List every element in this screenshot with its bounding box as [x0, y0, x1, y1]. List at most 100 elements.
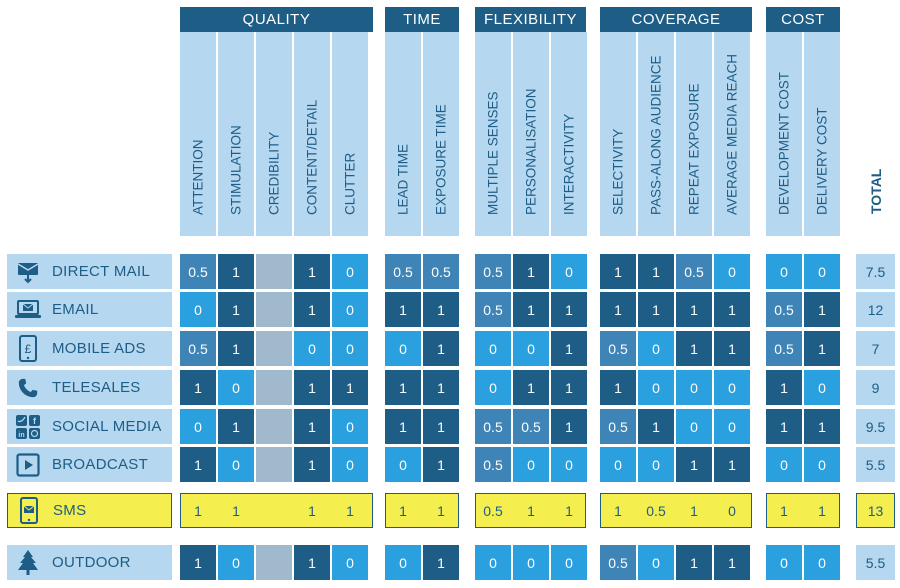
- table-cell: 0.5: [766, 292, 802, 327]
- column-header: DEVELOPMENT COST: [766, 32, 802, 236]
- table-cell: 1: [294, 409, 330, 444]
- table-cell: 1: [180, 545, 216, 580]
- row-label: BROADCAST: [7, 447, 172, 482]
- row-label-text: SOCIAL MEDIA: [52, 418, 162, 435]
- table-cell: 1: [766, 370, 802, 405]
- table-cell: 1: [294, 370, 330, 405]
- table-cell: [256, 409, 292, 444]
- table-cell: 0.5: [475, 292, 511, 327]
- table-cell: 0: [638, 545, 674, 580]
- row-label: DIRECT MAIL: [7, 254, 172, 289]
- column-header: STIMULATION: [218, 32, 254, 236]
- column-header-label: MULTIPLE SENSES: [485, 91, 501, 215]
- row-total: 5.5: [856, 545, 895, 580]
- table-cell: 0: [218, 545, 254, 580]
- column-header-label: AVERAGE MEDIA REACH: [724, 53, 740, 215]
- table-cell: 1: [346, 502, 354, 519]
- table-cell: 1: [676, 331, 712, 366]
- column-header-label: ATTENTION: [190, 139, 206, 216]
- row-label: TELESALES: [7, 370, 172, 405]
- table-cell: 1: [551, 292, 587, 327]
- table-cell: 1: [308, 502, 316, 519]
- row-total: 12: [856, 292, 895, 327]
- table-cell: 1: [423, 292, 459, 327]
- table-cell: 1: [527, 502, 535, 519]
- table-cell: 1: [600, 370, 636, 405]
- group-header-1: TIME: [385, 7, 459, 32]
- table-cell: 1: [676, 447, 712, 482]
- column-header: CREDIBILITY: [256, 32, 292, 236]
- table-cell: 1: [804, 292, 840, 327]
- phone-pound-icon: £: [14, 335, 41, 362]
- table-cell: 0.5: [180, 331, 216, 366]
- table-cell: 0: [676, 409, 712, 444]
- svg-text:in: in: [18, 432, 24, 439]
- column-header-label: CREDIBILITY: [266, 131, 282, 215]
- table-cell: [256, 370, 292, 405]
- table-cell: [256, 493, 292, 528]
- table-cell: 0: [804, 447, 840, 482]
- table-cell: [256, 545, 292, 580]
- table-cell: 0.5: [475, 254, 511, 289]
- row-label: EMAIL: [7, 292, 172, 327]
- table-cell: 0: [551, 545, 587, 580]
- table-cell: 1: [818, 502, 826, 519]
- table-cell: 0: [551, 254, 587, 289]
- table-cell: 0.5: [600, 331, 636, 366]
- table-cell: 1: [638, 409, 674, 444]
- table-cell: 0.5: [475, 409, 511, 444]
- table-cell: 0: [714, 254, 750, 289]
- table-cell: 1: [638, 254, 674, 289]
- table-cell: [256, 331, 292, 366]
- column-header-label: DELIVERY COST: [814, 107, 830, 215]
- table-cell: 0: [332, 331, 368, 366]
- table-cell: 0: [804, 545, 840, 580]
- table-cell: 1: [638, 292, 674, 327]
- group-header-2: FLEXIBILITY: [475, 7, 586, 32]
- table-cell: 0.5: [475, 447, 511, 482]
- table-cell: 0: [804, 370, 840, 405]
- table-cell: 0: [728, 502, 736, 519]
- table-cell: 1: [780, 502, 788, 519]
- row-total: 9: [856, 370, 895, 405]
- table-cell: 1: [551, 370, 587, 405]
- social-media-icon: f in: [14, 413, 41, 440]
- table-cell: 0.5: [646, 502, 666, 519]
- table-cell: [256, 292, 292, 327]
- svg-text:£: £: [24, 342, 31, 356]
- table-cell: 1: [218, 409, 254, 444]
- table-cell: 1: [385, 292, 421, 327]
- highlight-frame: [766, 493, 840, 528]
- table-cell: 1: [714, 292, 750, 327]
- table-cell: 0: [332, 292, 368, 327]
- table-cell: 0: [714, 370, 750, 405]
- row-label: SMS: [7, 493, 172, 528]
- table-cell: 0: [475, 545, 511, 580]
- column-header-label: LEAD TIME: [395, 143, 411, 215]
- table-cell: 1: [294, 447, 330, 482]
- table-cell: 1: [180, 447, 216, 482]
- row-total: 9.5: [856, 409, 895, 444]
- row-label: OUTDOOR: [7, 545, 172, 580]
- column-header-label: REPEAT EXPOSURE: [686, 83, 702, 215]
- tree-icon: [14, 549, 41, 576]
- row-label-text: MOBILE ADS: [52, 340, 146, 357]
- table-cell: 0.5: [180, 254, 216, 289]
- table-cell: 0: [638, 447, 674, 482]
- table-cell: 1: [294, 292, 330, 327]
- table-cell: 0: [332, 409, 368, 444]
- table-cell: 0: [385, 331, 421, 366]
- column-header: LEAD TIME: [385, 32, 421, 236]
- table-cell: 0: [513, 331, 549, 366]
- table-cell: 1: [423, 447, 459, 482]
- table-cell: 0: [218, 370, 254, 405]
- row-total: 7.5: [856, 254, 895, 289]
- group-header-4: COST: [766, 7, 840, 32]
- play-icon: [14, 451, 41, 478]
- table-cell: 0: [294, 331, 330, 366]
- table-cell: 0: [551, 447, 587, 482]
- column-header-label: EXPOSURE TIME: [433, 104, 449, 215]
- column-header: REPEAT EXPOSURE: [676, 32, 712, 236]
- highlight-frame: [475, 493, 586, 528]
- table-cell: 1: [614, 502, 622, 519]
